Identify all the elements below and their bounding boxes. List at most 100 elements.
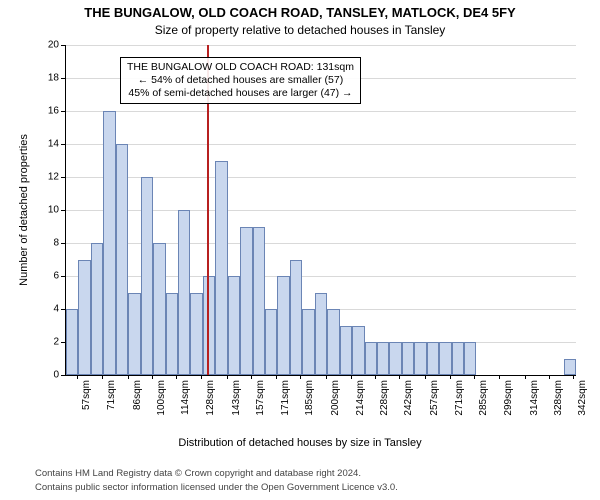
bar <box>128 293 140 376</box>
bar <box>352 326 364 376</box>
ytick-mark <box>61 309 65 310</box>
bar <box>166 293 178 376</box>
ytick-mark <box>61 210 65 211</box>
xtick-label: 86sqm <box>132 380 143 430</box>
gridline <box>66 45 576 46</box>
xtick-mark <box>399 375 400 379</box>
bar <box>290 260 302 376</box>
xtick-mark <box>300 375 301 379</box>
xtick-label: 314sqm <box>529 380 540 430</box>
chart-container: THE BUNGALOW, OLD COACH ROAD, TANSLEY, M… <box>0 0 600 500</box>
ytick-label: 20 <box>31 40 59 51</box>
xtick-mark <box>102 375 103 379</box>
xtick-mark <box>450 375 451 379</box>
ytick-mark <box>61 375 65 376</box>
xtick-label: 128sqm <box>205 380 216 430</box>
ytick-label: 0 <box>31 370 59 381</box>
gridline <box>66 144 576 145</box>
ytick-mark <box>61 276 65 277</box>
bar <box>215 161 227 376</box>
xtick-mark <box>351 375 352 379</box>
xtick-label: 200sqm <box>330 380 341 430</box>
bar <box>265 309 277 375</box>
annotation-line-larger: 45% of semi-detached houses are larger (… <box>127 87 354 100</box>
bar <box>365 342 377 375</box>
xtick-label: 228sqm <box>379 380 390 430</box>
y-axis-label: Number of detached properties <box>18 45 30 375</box>
xtick-mark <box>499 375 500 379</box>
xtick-label: 71sqm <box>106 380 117 430</box>
ytick-label: 6 <box>31 271 59 282</box>
bar <box>427 342 439 375</box>
footer-copyright: Contains HM Land Registry data © Crown c… <box>35 468 361 479</box>
ytick-label: 14 <box>31 139 59 150</box>
bar <box>253 227 265 376</box>
xtick-label: 157sqm <box>255 380 266 430</box>
bar <box>203 276 215 375</box>
ytick-label: 18 <box>31 73 59 84</box>
xtick-label: 257sqm <box>429 380 440 430</box>
xtick-mark <box>176 375 177 379</box>
annotation-box: THE BUNGALOW OLD COACH ROAD: 131sqm ← 54… <box>120 57 361 104</box>
chart-subtitle: Size of property relative to detached ho… <box>0 23 600 37</box>
bar <box>91 243 103 375</box>
xtick-label: 299sqm <box>503 380 514 430</box>
bar <box>302 309 314 375</box>
ytick-label: 10 <box>31 205 59 216</box>
bar <box>141 177 153 375</box>
ytick-mark <box>61 78 65 79</box>
bar <box>464 342 476 375</box>
xtick-label: 57sqm <box>81 380 92 430</box>
xtick-mark <box>276 375 277 379</box>
xtick-label: 242sqm <box>403 380 414 430</box>
annotation-line-smaller: ← 54% of detached houses are smaller (57… <box>127 74 354 87</box>
xtick-label: 271sqm <box>454 380 465 430</box>
ytick-mark <box>61 177 65 178</box>
ytick-label: 8 <box>31 238 59 249</box>
xtick-mark <box>77 375 78 379</box>
xtick-label: 185sqm <box>304 380 315 430</box>
xtick-mark <box>573 375 574 379</box>
ytick-mark <box>61 111 65 112</box>
ytick-label: 4 <box>31 304 59 315</box>
ytick-label: 16 <box>31 106 59 117</box>
ytick-label: 2 <box>31 337 59 348</box>
bar <box>240 227 252 376</box>
bar <box>340 326 352 376</box>
xtick-mark <box>128 375 129 379</box>
ytick-mark <box>61 243 65 244</box>
bar <box>103 111 115 375</box>
xtick-mark <box>375 375 376 379</box>
xtick-mark <box>549 375 550 379</box>
bar <box>78 260 90 376</box>
xtick-mark <box>201 375 202 379</box>
ytick-mark <box>61 144 65 145</box>
bar <box>414 342 426 375</box>
chart-title-address: THE BUNGALOW, OLD COACH ROAD, TANSLEY, M… <box>0 5 600 20</box>
xtick-mark <box>251 375 252 379</box>
bar <box>116 144 128 375</box>
xtick-label: 143sqm <box>231 380 242 430</box>
xtick-mark <box>525 375 526 379</box>
bar <box>389 342 401 375</box>
ytick-label: 12 <box>31 172 59 183</box>
bar <box>277 276 289 375</box>
bar <box>228 276 240 375</box>
xtick-label: 100sqm <box>156 380 167 430</box>
xtick-label: 171sqm <box>280 380 291 430</box>
gridline <box>66 111 576 112</box>
bar <box>452 342 464 375</box>
bar <box>327 309 339 375</box>
xtick-mark <box>227 375 228 379</box>
ytick-mark <box>61 45 65 46</box>
xtick-label: 214sqm <box>355 380 366 430</box>
bar <box>564 359 576 376</box>
bar <box>190 293 202 376</box>
bar <box>178 210 190 375</box>
x-axis-label: Distribution of detached houses by size … <box>0 437 600 449</box>
xtick-label: 342sqm <box>577 380 588 430</box>
bar <box>66 309 78 375</box>
bar <box>377 342 389 375</box>
bar <box>439 342 451 375</box>
bar <box>315 293 327 376</box>
